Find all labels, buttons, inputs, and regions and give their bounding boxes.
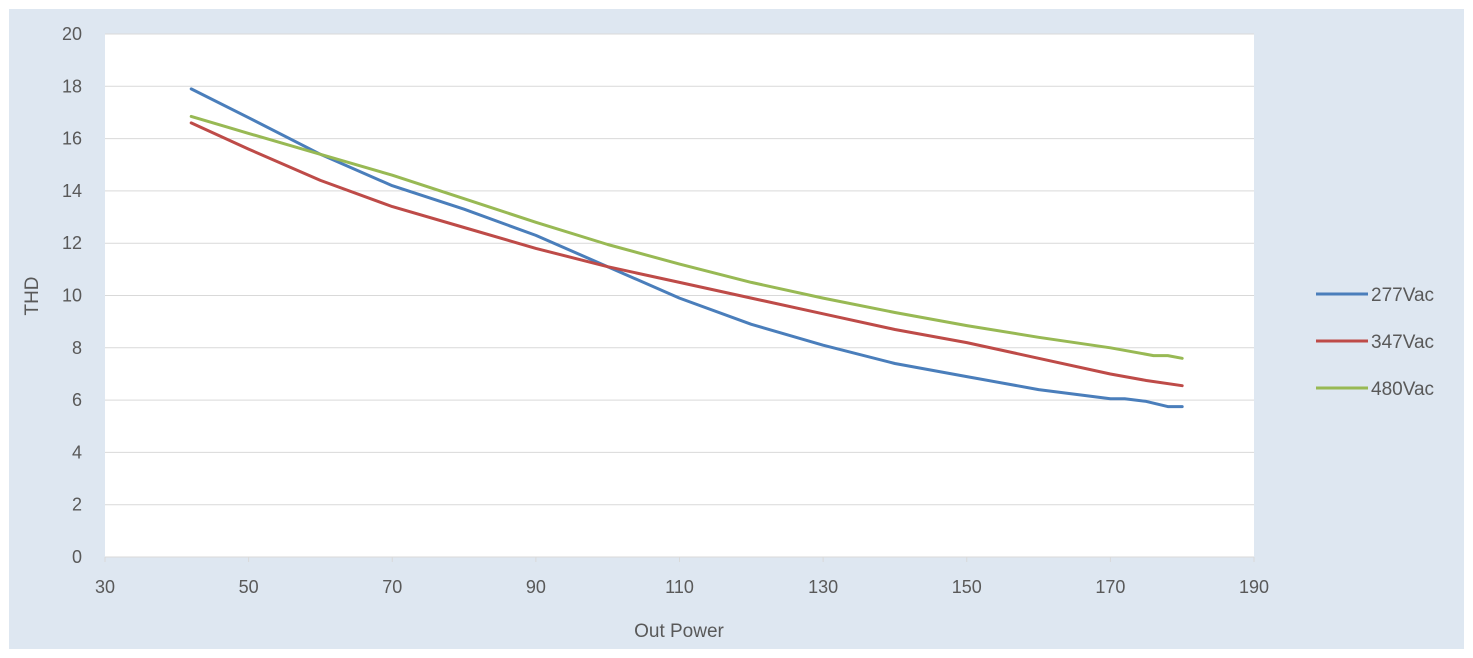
x-tick-label: 50 xyxy=(239,577,259,597)
y-tick-label: 6 xyxy=(72,390,82,410)
y-tick-label: 0 xyxy=(72,547,82,567)
legend-label: 277Vac xyxy=(1371,285,1434,306)
legend-label: 347Vac xyxy=(1371,332,1434,353)
x-axis-label: Out Power xyxy=(634,621,724,642)
x-tick-label: 30 xyxy=(95,577,115,597)
y-tick-label: 4 xyxy=(72,442,82,462)
y-tick-label: 10 xyxy=(62,286,82,306)
y-tick-label: 14 xyxy=(62,181,82,201)
series-line-347Vac xyxy=(189,121,1184,388)
series-line-277Vac xyxy=(189,87,1184,409)
x-tick-label: 130 xyxy=(808,577,838,597)
y-tick-label: 18 xyxy=(62,76,82,96)
series-line-480Vac xyxy=(189,114,1184,360)
x-tick-label: 90 xyxy=(526,577,546,597)
gridlines xyxy=(105,33,1254,506)
axes: 0 2 4 6 8 10 12 14 16 18 20 30 50 70 90 110 130 150 170 190 xyxy=(62,24,1269,597)
y-tick-label: 8 xyxy=(72,338,82,358)
x-tick-label: 70 xyxy=(382,577,402,597)
x-tick-label: 190 xyxy=(1239,577,1269,597)
series-lines xyxy=(189,87,1184,409)
x-tick-label: 110 xyxy=(665,577,694,597)
x-tick-label: 150 xyxy=(952,577,982,597)
x-tick-label: 170 xyxy=(1095,577,1125,597)
y-tick-label: 12 xyxy=(62,233,82,253)
y-tick-label: 20 xyxy=(62,24,82,44)
y-tick-label: 2 xyxy=(72,495,82,515)
legend-label: 480Vac xyxy=(1371,379,1434,400)
y-tick-label: 16 xyxy=(62,129,82,149)
y-axis-label: THD xyxy=(22,276,43,315)
legend: 277Vac 347Vac 480Vac xyxy=(1316,285,1434,400)
